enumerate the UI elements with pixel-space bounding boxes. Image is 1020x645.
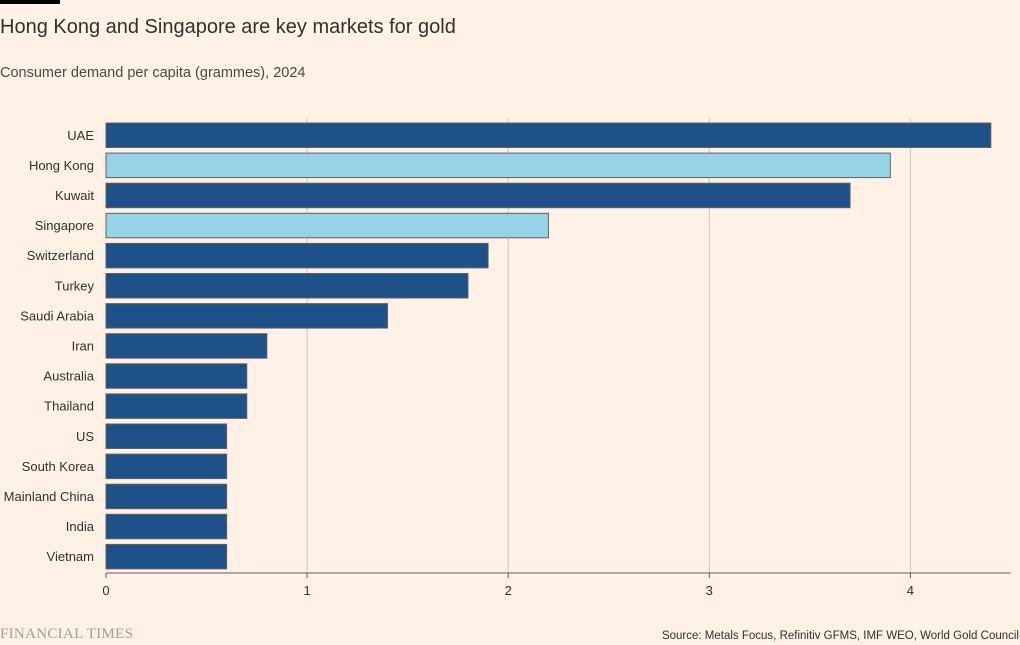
chart-subtitle: Consumer demand per capita (grammes), 20… xyxy=(0,65,306,81)
bar-turkey xyxy=(105,273,469,299)
bar-australia xyxy=(105,363,248,389)
category-label: Singapore xyxy=(35,218,94,233)
category-label: UAE xyxy=(67,128,94,143)
bar-thailand xyxy=(105,393,248,419)
bar-south-korea xyxy=(105,453,228,480)
category-label: Iran xyxy=(72,338,94,353)
category-label: US xyxy=(76,429,94,444)
chart-title: Hong Kong and Singapore are key markets … xyxy=(0,16,456,38)
source-note: Source: Metals Focus, Refinitiv GFMS, IM… xyxy=(661,630,1019,642)
bar-kuwait xyxy=(105,182,851,209)
category-label: Saudi Arabia xyxy=(20,308,94,323)
x-axis: 0 1 2 3 4 xyxy=(102,572,1011,598)
x-tick-label: 4 xyxy=(907,583,914,598)
category-label: Turkey xyxy=(55,278,95,293)
bar-singapore xyxy=(105,212,549,239)
category-label: Switzerland xyxy=(27,248,94,263)
x-tick-label: 3 xyxy=(706,583,713,598)
category-label: South Korea xyxy=(22,459,95,474)
top-rule xyxy=(0,0,60,4)
category-label: India xyxy=(66,519,95,534)
bars xyxy=(105,122,992,570)
bar-saudi-arabia xyxy=(105,303,389,329)
x-tick-label: 0 xyxy=(102,583,109,598)
category-label: Kuwait xyxy=(55,188,94,203)
bar-chart: UAE Hong Kong Kuwait Singapore Switzerland Tu… xyxy=(4,118,1011,598)
category-labels: UAE Hong Kong Kuwait Singapore Switzerland Tu… xyxy=(4,128,95,564)
category-label: Thailand xyxy=(44,399,94,414)
bar-hong-kong xyxy=(105,152,891,179)
bar-us xyxy=(105,423,228,449)
bar-vietnam xyxy=(105,543,228,570)
x-tick-label: 1 xyxy=(303,583,310,598)
bar-switzerland xyxy=(105,242,489,269)
category-label: Mainland China xyxy=(4,489,95,504)
category-label: Hong Kong xyxy=(29,158,94,173)
bar-mainland-china xyxy=(105,483,228,510)
category-label: Vietnam xyxy=(47,549,94,564)
x-tick-label: 2 xyxy=(505,583,512,598)
ft-logo: FINANCIAL TIMES xyxy=(0,626,134,642)
category-label: Australia xyxy=(43,369,94,384)
bar-iran xyxy=(105,333,268,359)
bar-uae xyxy=(105,122,992,148)
bar-india xyxy=(105,513,228,540)
